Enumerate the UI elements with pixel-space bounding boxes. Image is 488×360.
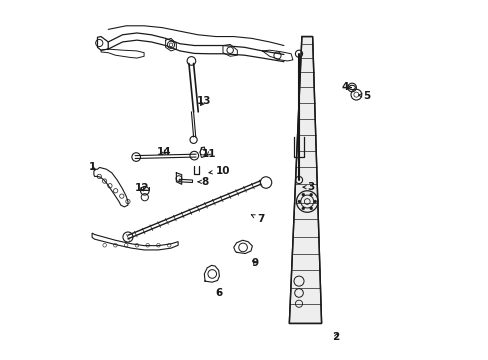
Text: 9: 9	[251, 258, 258, 268]
Text: 3: 3	[303, 182, 314, 192]
Polygon shape	[289, 37, 321, 323]
Circle shape	[297, 200, 300, 203]
Circle shape	[301, 207, 304, 210]
Text: 14: 14	[156, 147, 171, 157]
Circle shape	[309, 207, 312, 210]
Circle shape	[309, 193, 312, 196]
Text: 2: 2	[332, 332, 339, 342]
Circle shape	[313, 200, 316, 203]
Text: 5: 5	[358, 91, 369, 101]
Text: 12: 12	[135, 183, 149, 193]
Text: 6: 6	[215, 288, 223, 298]
Text: 10: 10	[208, 166, 230, 176]
Text: 4: 4	[341, 82, 351, 92]
Text: 13: 13	[197, 96, 211, 106]
Text: 8: 8	[198, 177, 208, 187]
Circle shape	[301, 193, 304, 196]
Text: 11: 11	[201, 149, 215, 159]
Text: 1: 1	[88, 162, 96, 172]
Text: 7: 7	[251, 215, 264, 224]
